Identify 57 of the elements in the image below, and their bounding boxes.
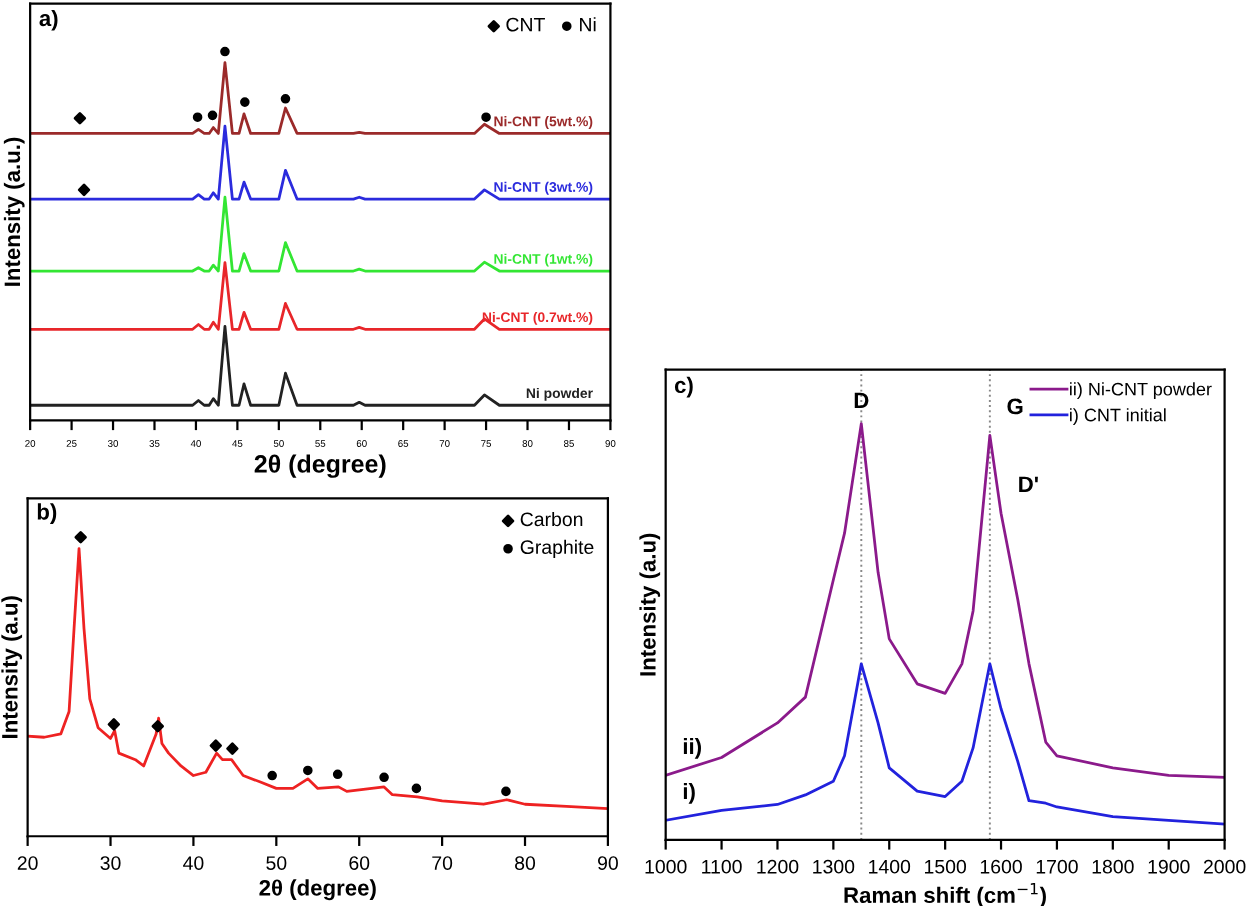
legend-label: i) CNT initial: [1070, 408, 1166, 425]
x-tick-label: 80: [515, 856, 536, 870]
x-tick-label: 90: [598, 856, 618, 870]
x-tick-label: 40: [183, 856, 204, 870]
point: [77, 183, 91, 197]
y-axis-title: Intensity (a.u.): [3, 137, 25, 286]
x-tick-label: 1000: [645, 859, 687, 874]
x-tick-label: 20: [17, 856, 38, 870]
point: [303, 765, 313, 776]
point: [280, 93, 291, 104]
annotation: G: [1007, 398, 1023, 415]
x-tick-label: 60: [349, 856, 370, 870]
y-axis-title: Intensity (a.u): [1, 596, 23, 738]
legend-label: Carbon: [520, 511, 583, 527]
point: [501, 786, 511, 797]
x-tick-label: 1500: [925, 859, 967, 874]
text: b): [37, 503, 57, 525]
point: [192, 112, 203, 123]
x-tick-label: 1800: [1092, 859, 1134, 874]
x-tick-label: 1300: [813, 859, 855, 874]
point: [481, 112, 491, 123]
x-tick-label: 1900: [1148, 859, 1190, 874]
point: [151, 719, 164, 733]
x-tick-label: 50: [266, 856, 287, 870]
x-tick-label: 1100: [702, 859, 742, 874]
point: [332, 769, 343, 780]
x-tick-label: 1700: [1036, 859, 1078, 874]
point: [209, 739, 223, 752]
annotation: ii): [683, 737, 701, 759]
point: [220, 46, 230, 57]
legend-label: ii) Ni-CNT powder: [1070, 382, 1212, 400]
annotation: D: [854, 392, 869, 409]
x-tick-label: 1600: [980, 859, 1022, 874]
legend-label: Ni: [580, 17, 596, 32]
x-tick-label: 2000: [1203, 859, 1246, 874]
point: [379, 772, 389, 783]
x-tick-label: 30: [100, 856, 121, 870]
text: c): [674, 376, 693, 398]
point: [240, 97, 250, 107]
x-axis-title: 2θ (degree): [259, 879, 376, 901]
point: [107, 718, 121, 731]
x-tick-label: 1400: [869, 859, 911, 874]
legend-label: Graphite: [520, 539, 594, 558]
x-tick-label: 70: [432, 856, 453, 870]
point: [411, 783, 422, 794]
point: [207, 110, 218, 121]
point: [74, 530, 87, 544]
point: [73, 112, 87, 125]
legend-label: CNT: [506, 17, 545, 32]
text: a): [39, 9, 58, 31]
point: [226, 742, 239, 755]
annotation: i): [683, 782, 695, 804]
x-tick-label: 1200: [757, 859, 799, 874]
annotation: D': [1019, 476, 1038, 492]
y-axis-title: Intensity (a.u): [639, 533, 661, 676]
point: [267, 770, 277, 781]
x-axis-title: 2θ (degree): [254, 454, 386, 478]
